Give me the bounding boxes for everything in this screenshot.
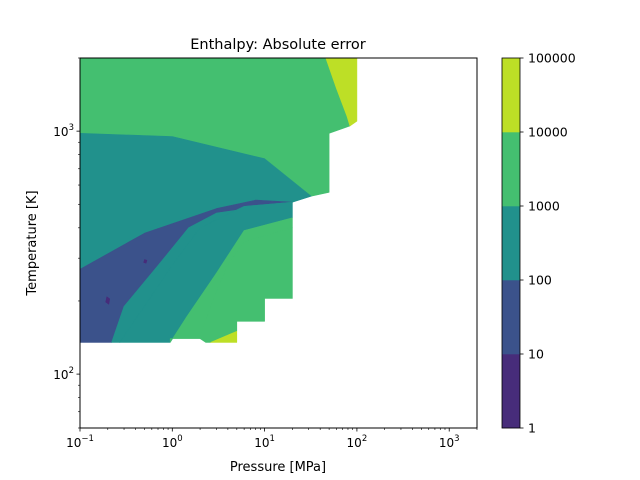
colorbar-tick-label-0: 1 [528, 421, 536, 436]
colorbar-block-0 [502, 354, 520, 429]
x-tick-label-1: 100 [162, 434, 183, 450]
y-tick-label-0: 102 [53, 366, 74, 382]
y-axis-ticks: 102 103 [53, 57, 80, 429]
x-axis-label: Pressure [MPa] [230, 460, 326, 475]
x-tick-label-4: 103 [439, 434, 460, 450]
colorbar-tick-label-1: 10 [528, 347, 544, 362]
colorbar-block-3 [502, 132, 520, 207]
colorbar-blocks [502, 58, 520, 429]
contour-region-8 [210, 330, 238, 343]
x-tick-label-0: 10−1 [66, 434, 94, 450]
colorbar-block-1 [502, 280, 520, 355]
colorbar-tick-label-3: 1000 [528, 199, 560, 214]
contour-region-10 [143, 259, 148, 264]
colorbar-tick-label-4: 10000 [528, 125, 568, 140]
axes-frame [79, 57, 478, 429]
colorbar: 1 10 100 1000 10000 100000 [501, 51, 576, 436]
plot-area: 10−1 100 101 102 103 102 103 [53, 57, 478, 450]
contour-regions [79, 57, 358, 343]
contour-region-9 [105, 296, 110, 305]
colorbar-tick-label-2: 100 [528, 273, 552, 288]
colorbar-frame [501, 57, 521, 429]
colorbar-block-4 [502, 58, 520, 133]
colorbar-block-2 [502, 206, 520, 281]
x-tick-label-2: 101 [254, 434, 275, 450]
y-tick-label-1: 103 [53, 123, 74, 139]
y-axis-label: Temperature [K] [25, 190, 40, 296]
x-axis-ticks: 10−1 100 101 102 103 [66, 428, 478, 450]
colorbar-ticks: 1 10 100 1000 10000 100000 [520, 51, 576, 436]
x-tick-label-3: 102 [347, 434, 368, 450]
chart-title: Enthalpy: Absolute error [190, 37, 365, 53]
colorbar-tick-label-5: 100000 [528, 51, 576, 66]
